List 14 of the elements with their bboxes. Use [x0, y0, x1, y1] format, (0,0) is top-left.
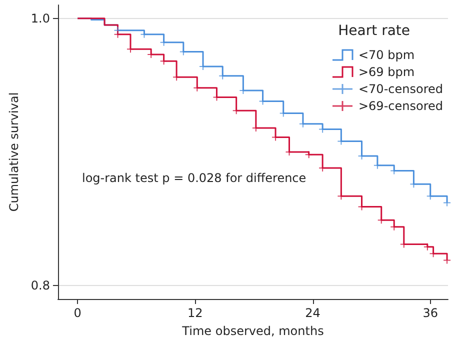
legend-label: >69 bpm	[358, 65, 415, 79]
x-tick-label: 24	[305, 306, 320, 320]
x-tick-label: 36	[422, 306, 438, 320]
legend-title: Heart rate	[338, 23, 410, 39]
x-axis-title: Time observed, months	[181, 324, 324, 338]
x-tick-label: 12	[188, 306, 203, 320]
legend-label: <70-censored	[358, 82, 444, 96]
legend-label: >69-censored	[358, 99, 444, 113]
x-tick-label: 0	[74, 306, 82, 320]
annotation: log-rank test p = 0.028 for difference	[82, 171, 306, 185]
y-tick-label: 1.0	[30, 11, 50, 26]
legend-label: <70 bpm	[358, 48, 415, 62]
y-axis-title: Cumulative survival	[7, 92, 21, 212]
y-tick-label: 0.8	[30, 278, 50, 293]
